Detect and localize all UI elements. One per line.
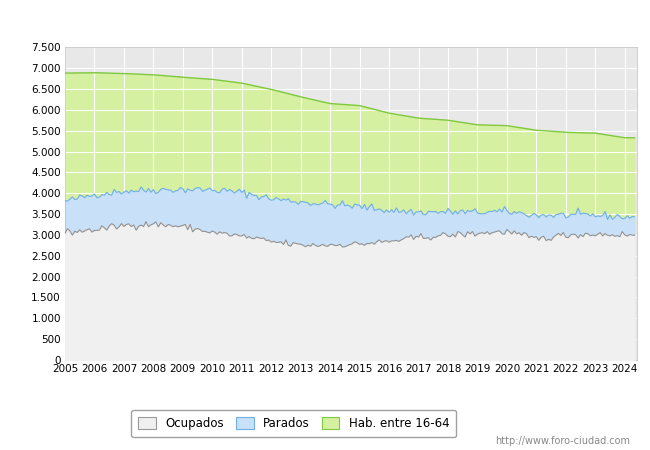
Text: Santa Comba - Evolucion de la poblacion en edad de Trabajar Mayo de 2024: Santa Comba - Evolucion de la poblacion … — [70, 13, 580, 26]
Text: http://www.foro-ciudad.com: http://www.foro-ciudad.com — [495, 436, 630, 446]
Legend: Ocupados, Parados, Hab. entre 16-64: Ocupados, Parados, Hab. entre 16-64 — [131, 410, 456, 437]
